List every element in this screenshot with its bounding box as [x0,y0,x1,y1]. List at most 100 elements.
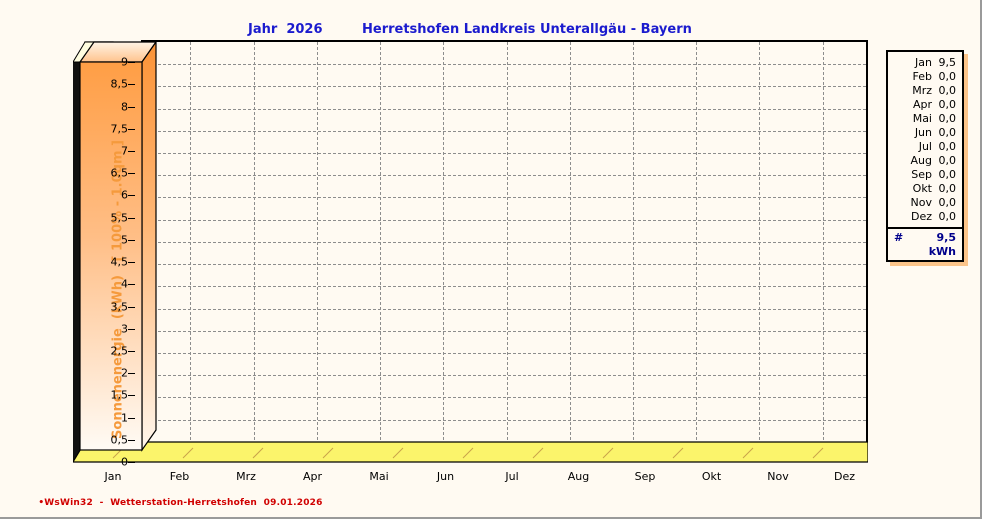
gridline-vertical [380,42,382,460]
legend-month: Jun [914,126,932,139]
gridline-vertical [443,42,445,460]
year-label: Jahr 2026 [248,22,323,37]
legend-month: Feb [912,70,932,83]
y-tick-label: 9 [121,55,128,69]
legend-month: Aug [910,154,932,167]
y-tick-label: 8 [121,100,128,114]
x-axis: Jan Feb Mrz Apr Mai Jun Jul Aug Sep Okt Nov Dez [73,470,873,486]
legend-month: Jan [915,56,932,69]
legend-month: Okt [912,182,932,195]
legend-month: Sep [911,168,932,181]
y-tick-mark [128,62,135,64]
x-tick-label: Apr [302,470,323,483]
gridline-horizontal [143,64,866,66]
gridline-horizontal [143,264,866,266]
y-tick-mark [128,84,135,86]
legend-row: Okt 0,0 [888,182,962,196]
gridline-vertical [506,42,508,460]
y-tick-mark [128,106,135,108]
floor-3d [73,440,868,470]
legend-row: Jan 9,5 [888,56,962,70]
bullet-icon: • [38,498,45,508]
gridline-horizontal [143,86,866,88]
y-tick-label: 3,5 [110,300,129,314]
gridline-vertical [190,42,192,460]
gridline-horizontal [143,397,866,399]
legend-row: Dez 0,0 [888,210,962,224]
legend-row: Jun 0,0 [888,126,962,140]
y-tick-mark [128,373,135,375]
y-tick-mark [128,417,135,419]
legend-value: 0,0 [938,112,957,125]
y-axis: Sonnenenergie (kWh) [ 100% - 1.0qm ] 0 0,… [60,40,142,469]
legend-value: 0,0 [938,196,957,209]
legend-row: Sep 0,0 [888,168,962,182]
y-tick-label: 8,5 [110,77,129,91]
y-tick-label: 7 [121,144,128,158]
y-tick-label: 7,5 [110,122,129,136]
gridline-horizontal [143,175,866,177]
gridline-vertical [759,42,761,460]
legend-total-value: 9,5 [936,231,957,244]
gridline-vertical [632,42,634,460]
y-tick-label: 0 [121,455,128,469]
y-tick-label: 6 [121,188,128,202]
y-tick-label: 4,5 [110,255,129,269]
legend-month: Mrz [912,84,932,97]
legend-month: Apr [912,98,932,111]
legend-value: 0,0 [938,154,957,167]
y-tick-mark [128,284,135,286]
x-tick-label: Jan [104,470,122,483]
y-tick-label: 5 [121,233,128,247]
legend-value: 0,0 [938,168,957,181]
x-tick-label: Sep [634,470,656,483]
legend-value: 0,0 [938,140,957,153]
gridline-vertical [316,42,318,460]
legend-row: Nov 0,0 [888,196,962,210]
legend-value: 9,5 [938,56,957,69]
gridline-horizontal [143,153,866,155]
legend-total-row: # 9,5 [888,231,962,245]
y-tick-label: 6,5 [110,166,129,180]
bar-jan [78,38,168,468]
legend-row: Apr 0,0 [888,98,962,112]
y-tick-mark [128,306,135,308]
y-tick-mark [128,173,135,175]
gridline-horizontal [143,241,866,243]
legend-row: Mai 0,0 [888,112,962,126]
y-tick-mark [128,151,135,153]
y-tick-mark [128,239,135,241]
legend-row: Feb 0,0 [888,70,962,84]
gridline-vertical [253,42,255,460]
y-tick-label: 3 [121,322,128,336]
gridline-horizontal [143,352,866,354]
legend-month: Dez [910,210,932,223]
gridline-horizontal [143,108,866,110]
legend-unit: kWh [928,245,956,258]
y-tick-mark [128,395,135,397]
station-title: Herretshofen Landkreis Unterallgäu - Bay… [362,22,692,37]
gridline-horizontal [143,330,866,332]
gridline-horizontal [143,130,866,132]
legend-value: 0,0 [938,84,957,97]
y-tick-label: 1,5 [110,388,129,402]
legend-row: Mrz 0,0 [888,84,962,98]
y-tick-label: 0,5 [110,433,129,447]
legend-row: Aug 0,0 [888,154,962,168]
legend-month: Jul [918,140,932,153]
x-tick-label: Aug [567,470,590,483]
x-tick-label: Okt [701,470,722,483]
y-tick-mark [128,217,135,219]
y-tick-mark [128,462,135,463]
gridline-vertical [569,42,571,460]
gridline-horizontal [143,197,866,199]
x-tick-label: Jun [436,470,455,483]
y-tick-mark [128,439,135,441]
y-tick-label: 5,5 [110,211,129,225]
y-tick-mark [128,128,135,130]
legend-value: 0,0 [938,126,957,139]
footer-text: WsWin32 - Wetterstation-Herretshofen 09.… [44,498,323,508]
chart-header: Jahr 2026 Herretshofen Landkreis Unteral… [0,22,980,38]
legend-month: Nov [910,196,932,209]
